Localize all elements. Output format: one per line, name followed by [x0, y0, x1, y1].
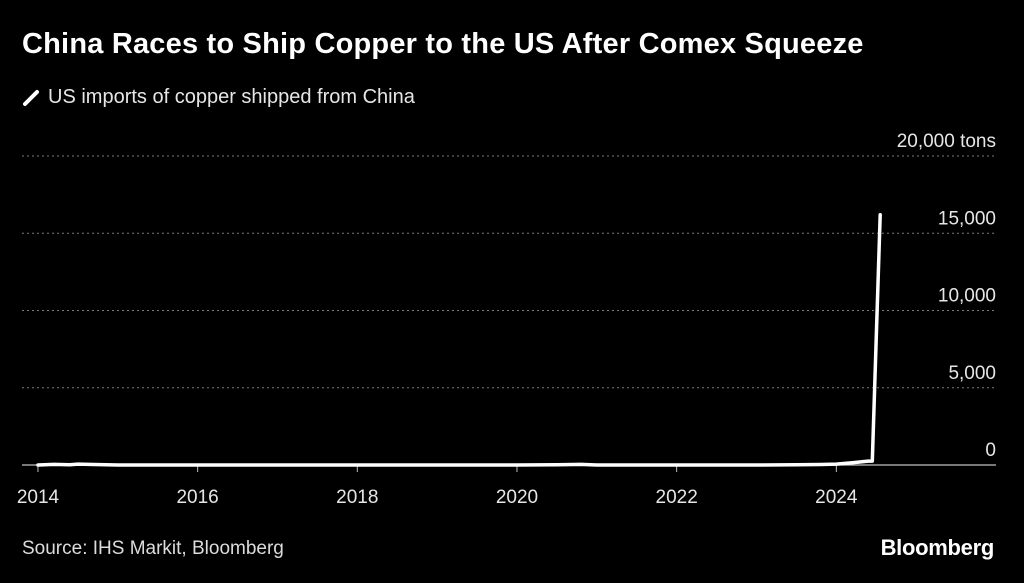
- x-tick-label: 2024: [815, 487, 858, 508]
- legend-line-icon: [23, 89, 39, 106]
- source-note: Source: IHS Markit, Bloomberg: [22, 538, 284, 559]
- y-tick-label: 15,000: [938, 208, 996, 229]
- x-tick-label: 2014: [17, 487, 60, 508]
- x-tick-label: 2018: [336, 487, 378, 508]
- y-tick-label: 20,000 tons: [897, 131, 996, 152]
- y-tick-label: 10,000: [938, 286, 996, 307]
- y-tick-label: 0: [985, 440, 996, 461]
- y-tick-label: 5,000: [948, 363, 996, 384]
- x-tick-label: 2016: [176, 487, 218, 508]
- series-line: [36, 212, 882, 467]
- chart-title: China Races to Ship Copper to the US Aft…: [22, 28, 864, 60]
- legend: US imports of copper shipped from China: [22, 86, 415, 109]
- x-tick-label: 2022: [656, 487, 698, 508]
- legend-label: US imports of copper shipped from China: [48, 86, 415, 108]
- bloomberg-logo: Bloomberg: [880, 535, 995, 560]
- x-tick-label: 2020: [496, 487, 538, 508]
